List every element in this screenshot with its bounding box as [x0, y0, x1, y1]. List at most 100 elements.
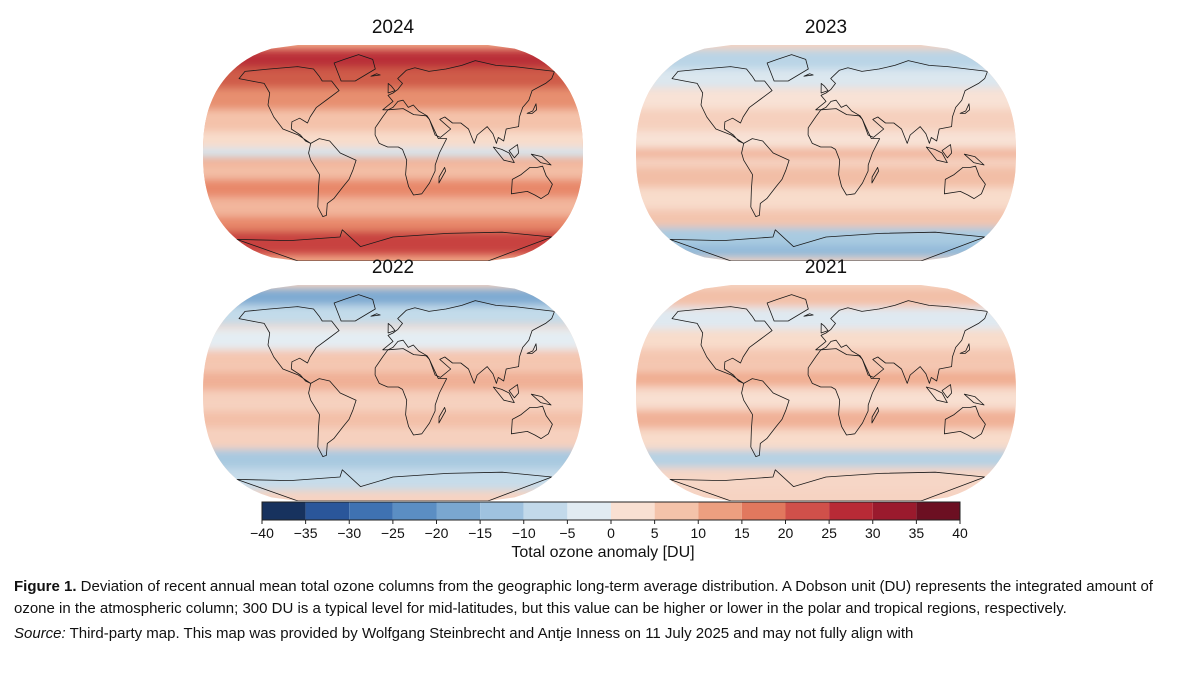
- anomaly-band: [636, 109, 1016, 129]
- anomaly-band: [636, 69, 1016, 89]
- anomaly-band: [203, 305, 583, 325]
- colorbar-tick-label: 5: [651, 525, 659, 541]
- coastline: [941, 144, 952, 159]
- coastline: [959, 343, 970, 354]
- anomaly-band: [636, 391, 1016, 407]
- anomaly-band: [203, 148, 583, 158]
- colorbar-swatch: [392, 502, 437, 520]
- coastline: [803, 73, 814, 77]
- colorbar-swatch: [523, 502, 568, 520]
- colorbar-tick-label: 20: [778, 525, 794, 541]
- colorbar-scale: −40 −35 −30 −25 −20 −15 −10 −5 0 5 10 15 20 25 30 35 40: [250, 501, 968, 541]
- coastline: [492, 386, 515, 403]
- anomaly-band: [203, 449, 583, 469]
- anomaly-band: [203, 288, 583, 306]
- coastline: [308, 378, 357, 457]
- anomaly-band: [203, 179, 583, 199]
- colorbar-tick-label: 10: [690, 525, 706, 541]
- colorbar-swatch: [262, 502, 306, 520]
- world-map-2023: [636, 45, 1016, 261]
- colorbar-swatch: [567, 502, 611, 520]
- anomaly-band: [203, 162, 583, 180]
- coastline: [238, 66, 340, 144]
- anomaly-band: [636, 371, 1016, 386]
- coastline: [333, 294, 376, 322]
- coastline: [766, 294, 809, 322]
- coastline: [511, 405, 553, 439]
- anomaly-band: [203, 216, 583, 234]
- colorbar-tick-label: −35: [294, 525, 318, 541]
- colorbar-tick-label: 35: [909, 525, 925, 541]
- coastline: [526, 103, 537, 114]
- coastline: [236, 469, 553, 501]
- coastline: [741, 378, 790, 457]
- map-title-2022: 2022: [371, 257, 415, 278]
- colorbar-swatch: [829, 502, 873, 520]
- anomaly-band: [203, 130, 583, 152]
- coastline: [333, 54, 376, 82]
- coastline: [766, 54, 809, 82]
- source-text: Third-party map. This map was provided b…: [65, 625, 914, 642]
- anomaly-band: [636, 89, 1016, 109]
- coastline: [815, 60, 988, 144]
- coastline: [236, 229, 553, 261]
- anomaly-band: [636, 49, 1016, 69]
- coastline: [370, 73, 381, 77]
- coastline: [530, 393, 552, 406]
- anomaly-band: [203, 197, 583, 217]
- coastline: [374, 348, 448, 436]
- coastline: [492, 146, 515, 163]
- coastline: [925, 386, 948, 403]
- coastline: [669, 229, 986, 261]
- coastline: [438, 407, 446, 424]
- anomaly-field: [636, 45, 1016, 261]
- anomaly-band: [636, 245, 1016, 258]
- coastline: [508, 144, 519, 159]
- anomaly-band: [203, 328, 583, 350]
- colorbar-legend: −40 −35 −30 −25 −20 −15 −10 −5 0 5 10 15 20 25 30 35 40 …: [238, 500, 968, 570]
- coastline: [671, 306, 773, 384]
- coastline: [741, 138, 790, 217]
- colorbar-swatch: [741, 502, 786, 520]
- coastline: [944, 405, 986, 439]
- colorbar-tick-label: 0: [607, 525, 615, 541]
- map-panel-2024: 2024: [198, 16, 588, 266]
- coastline: [959, 103, 970, 114]
- map-panel-2023: 2023: [631, 16, 1021, 266]
- anomaly-band: [203, 109, 583, 129]
- colorbar-swatch: [436, 502, 481, 520]
- coastline: [370, 313, 381, 317]
- coastline: [820, 323, 829, 334]
- colorbar-swatch: [480, 502, 524, 520]
- anomaly-band: [636, 148, 1016, 158]
- coastline: [308, 138, 357, 217]
- anomaly-field: [203, 285, 583, 501]
- figure-caption: Figure 1. Deviation of recent annual mea…: [14, 576, 1190, 645]
- coastline: [807, 108, 881, 196]
- coastline: [671, 66, 773, 144]
- coastline: [669, 469, 986, 501]
- colorbar-swatch: [305, 502, 350, 520]
- anomaly-band: [636, 210, 1016, 228]
- anomaly-band: [203, 371, 583, 391]
- source-label: Source:: [14, 625, 66, 642]
- colorbar-tick-label: 25: [821, 525, 837, 541]
- colorbar-swatch: [611, 502, 655, 520]
- colorbar-tick-label: −40: [250, 525, 274, 541]
- coastline: [820, 83, 829, 94]
- colorbar-swatch: [349, 502, 393, 520]
- world-map-2024: [203, 45, 583, 261]
- coastline: [803, 313, 814, 317]
- caption-text: Deviation of recent annual mean total oz…: [14, 578, 1153, 617]
- coastline: [511, 165, 553, 199]
- anomaly-band: [636, 329, 1016, 349]
- anomaly-band: [636, 468, 1016, 491]
- world-map-2022: [203, 285, 583, 501]
- colorbar-swatch: [654, 502, 699, 520]
- map-title-2021: 2021: [804, 257, 848, 278]
- colorbar-swatch: [698, 502, 742, 520]
- colorbar-swatch: [872, 502, 917, 520]
- anomaly-band: [636, 411, 1016, 428]
- caption-label: Figure 1.: [14, 578, 77, 595]
- anomaly-band: [636, 131, 1016, 151]
